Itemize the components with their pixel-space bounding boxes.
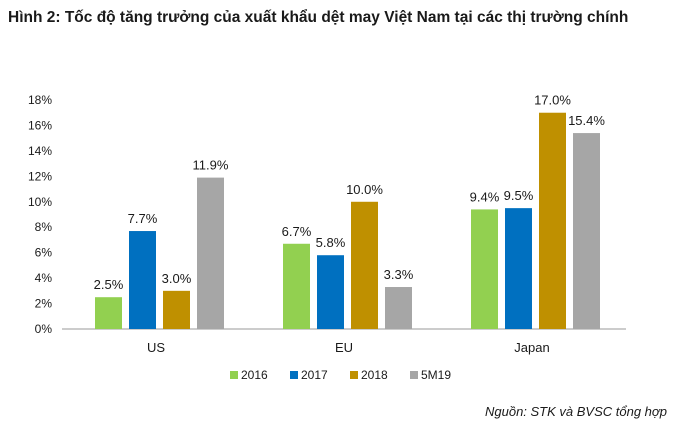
bar [385, 287, 412, 329]
legend-label: 2016 [241, 368, 268, 382]
bar [505, 208, 532, 329]
legend-swatch [410, 371, 418, 379]
data-label: 6.7% [282, 224, 312, 239]
data-label: 2.5% [94, 277, 124, 292]
legend-swatch [350, 371, 358, 379]
data-label: 17.0% [534, 93, 571, 108]
y-tick-label: 6% [35, 246, 53, 260]
legend-swatch [290, 371, 298, 379]
data-label: 3.0% [162, 271, 192, 286]
legend-swatch [230, 371, 238, 379]
data-label: 3.3% [384, 267, 414, 282]
bar [197, 177, 224, 329]
y-tick-label: 14% [28, 144, 52, 158]
category-label: EU [335, 340, 353, 355]
bar [539, 112, 566, 329]
data-label: 5.8% [316, 235, 346, 250]
bar [351, 201, 378, 329]
category-label: Japan [514, 340, 549, 355]
bar [95, 297, 122, 329]
y-tick-label: 16% [28, 118, 52, 132]
legend-label: 2018 [361, 368, 388, 382]
bar [471, 209, 498, 329]
category-label: US [147, 340, 165, 355]
bar [317, 255, 344, 329]
source-note: Nguồn: STK và BVSC tổng hợp [484, 404, 667, 419]
data-label: 10.0% [346, 182, 383, 197]
bar [573, 133, 600, 329]
data-label: 9.5% [504, 188, 534, 203]
legend-label: 2017 [301, 368, 328, 382]
chart-title: Hình 2: Tốc độ tăng trưởng của xuất khẩu… [8, 9, 629, 26]
y-tick-label: 0% [35, 322, 53, 336]
y-tick-label: 2% [35, 297, 53, 311]
data-label: 9.4% [470, 189, 500, 204]
bar [283, 243, 310, 329]
legend-label: 5M19 [421, 368, 451, 382]
bar [129, 231, 156, 329]
y-tick-label: 12% [28, 169, 52, 183]
y-tick-label: 18% [28, 93, 52, 107]
data-label: 7.7% [128, 211, 158, 226]
data-label: 15.4% [568, 113, 605, 128]
bar [163, 290, 190, 329]
data-label: 11.9% [193, 158, 229, 173]
y-tick-label: 4% [35, 271, 53, 285]
y-tick-label: 8% [35, 220, 53, 234]
y-tick-label: 10% [28, 195, 52, 209]
